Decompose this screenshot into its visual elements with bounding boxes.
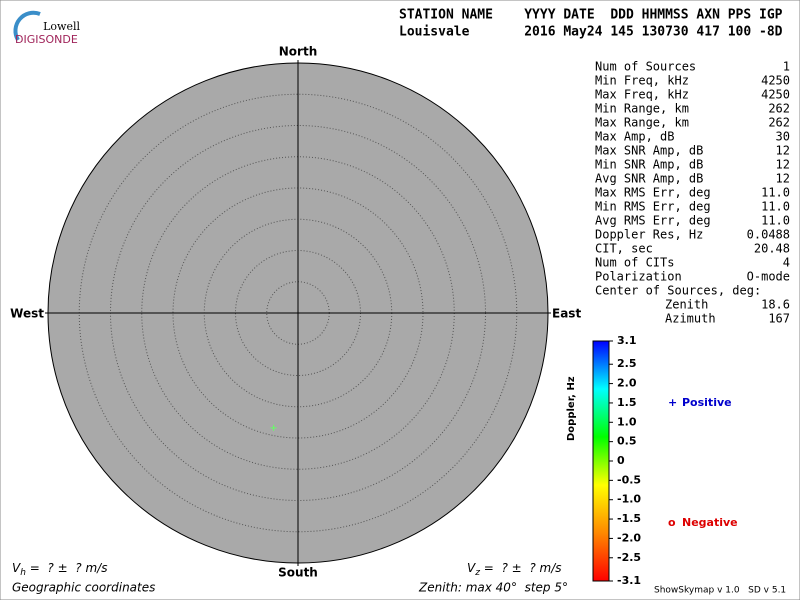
stat-value: 30 — [776, 130, 790, 144]
stat-value: 12 — [776, 158, 790, 172]
vh-text: = ? ± ? m/s — [26, 561, 108, 575]
stat-label: Max Freq, kHz — [595, 88, 689, 102]
colorbar-tick-label: -2.0 — [617, 531, 641, 544]
vh-sub: h — [20, 568, 26, 578]
direction: West — [10, 307, 44, 321]
logo-arc — [13, 10, 41, 42]
vz-sub: z — [474, 568, 480, 578]
legend-symbol: o — [668, 516, 676, 529]
stat-label: Num of Sources — [595, 60, 696, 74]
direction: South — [278, 566, 318, 580]
legend-name: Positive — [682, 396, 732, 409]
legend-name: Negative — [682, 516, 738, 529]
stat-label: Max Amp, dB — [595, 130, 674, 144]
stat-value: 262 — [768, 102, 790, 116]
center-heading: Center of Sources, deg: — [595, 284, 761, 298]
colorbar-tick-label: 2.0 — [617, 377, 637, 390]
legend-symbol: + — [668, 396, 677, 409]
stat-label: Min SNR Amp, dB — [595, 158, 703, 172]
stat-label: Max SNR Amp, dB — [595, 144, 703, 158]
version: ShowSkymap v 1.0 SD v 5.1 — [654, 586, 786, 596]
colorbar-tick-label: -2.5 — [617, 551, 641, 564]
colorbar-tick-label: 2.5 — [617, 357, 637, 370]
colorbar-tick-label: 1.5 — [617, 396, 637, 409]
center-label: Zenith — [665, 298, 708, 312]
stat-label: Polarization — [595, 270, 682, 284]
stat-value: 12 — [776, 172, 790, 186]
colorbar-tick-label: -0.5 — [617, 473, 641, 486]
footer-vh: Vh = ? ± ? m/s Vz = ? ± ? m/s — [12, 561, 562, 578]
vz-symbol: V — [467, 561, 476, 575]
stat-label: CIT, sec — [595, 242, 653, 256]
direction: East — [552, 307, 581, 321]
colorbar-tick-label: 0 — [617, 454, 625, 467]
svg-text:Vz = ? ± ? m/s: Vz = ? ± ? m/s — [467, 561, 562, 578]
source-cross — [270, 424, 277, 431]
colorbar-tick-label: 1.0 — [617, 415, 637, 428]
coords-note: Geographic coordinates — [12, 581, 155, 595]
stat-label: Avg SNR Amp, dB — [595, 172, 703, 186]
zenith-note: Zenith: max 40° step 5° — [418, 581, 568, 595]
stat-value: 4 — [783, 256, 790, 270]
stat-label: Max Range, km — [595, 116, 689, 130]
stat-value: 11.0 — [761, 200, 790, 214]
stat-value: 0.0488 — [747, 228, 790, 242]
source-point — [270, 424, 277, 431]
vz-text: = ? ± ? m/s — [480, 561, 562, 575]
colorbar — [592, 340, 610, 582]
stat-label: Max RMS Err, deg — [595, 186, 711, 200]
colorbar-tick-label: 3.1 — [617, 334, 637, 347]
center-label: Azimuth — [665, 312, 716, 326]
header-values: Louisvale 2016 May24 145 130730 417 100 … — [399, 25, 783, 40]
direction: North — [279, 45, 317, 59]
stat-value: 4250 — [761, 74, 790, 88]
colorbar-tick-label: -1.0 — [617, 493, 641, 506]
stat-value: 20.48 — [754, 242, 790, 256]
stat-label: Min Range, km — [595, 102, 689, 116]
stat-label: Num of CITs — [595, 256, 674, 270]
svg-text:Vh = ? ± ? m/s: Vh = ? ± ? m/s — [12, 561, 107, 578]
stat-value: 11.0 — [761, 214, 790, 228]
logo-line2: DIGISONDE — [15, 33, 78, 46]
colorbar-tick-label: -1.5 — [617, 512, 641, 525]
colorbar-tick-label: -3.1 — [617, 574, 641, 587]
stat-value: 262 — [768, 116, 790, 130]
stat-label: Avg RMS Err, deg — [595, 214, 711, 228]
stat-value: O-mode — [747, 270, 790, 284]
colorbar-label: Doppler, Hz — [566, 376, 577, 441]
stat-value: 11.0 — [761, 186, 790, 200]
header-labels: STATION NAME YYYY DATE DDD HHMMSS AXN PP… — [399, 8, 783, 23]
vh-symbol: V — [12, 561, 21, 575]
stat-value: 1 — [783, 60, 790, 74]
stat-value: 4250 — [761, 88, 790, 102]
stat-label: Min RMS Err, deg — [595, 200, 711, 214]
center-value: 167 — [768, 312, 790, 326]
stat-value: 12 — [776, 144, 790, 158]
logo-line1: Lowell — [43, 20, 80, 33]
center-value: 18.6 — [761, 298, 790, 312]
stat-label: Doppler Res, Hz — [595, 228, 703, 242]
colorbar-tick-label: 0.5 — [617, 435, 637, 448]
stat-label: Min Freq, kHz — [595, 74, 689, 88]
